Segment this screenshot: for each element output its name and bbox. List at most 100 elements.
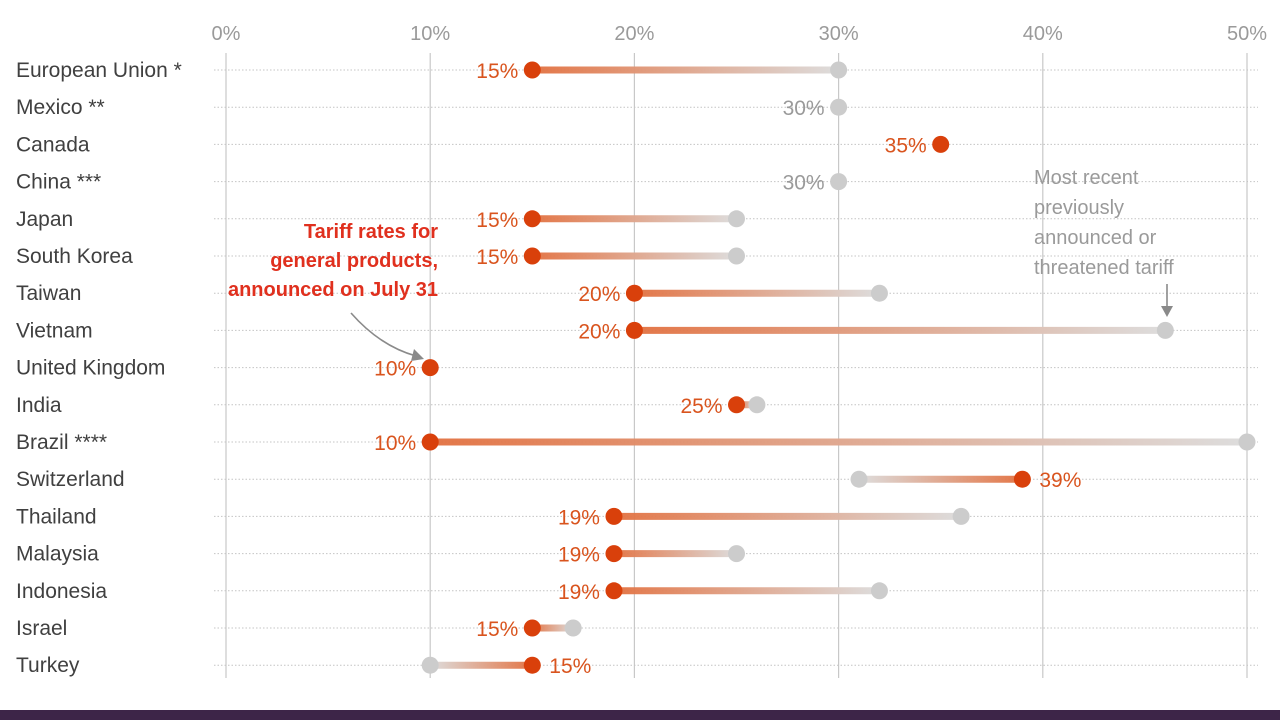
dumbbell-row: 20%	[578, 283, 888, 306]
new-rate-dot	[421, 359, 439, 377]
previous-rate-dot	[870, 582, 888, 600]
dumbbell-row: 10%	[374, 358, 439, 381]
dumbbell-row: 15%	[421, 655, 591, 678]
new-rate-dot	[523, 619, 541, 637]
previous-rate-dot	[421, 656, 439, 674]
x-tick-label: 10%	[410, 23, 450, 45]
dumbbell-row: 10%	[374, 432, 1256, 455]
annotation-prev-line-4: threatened tariff	[1034, 257, 1174, 279]
x-tick-label: 40%	[1023, 23, 1063, 45]
previous-rate-dot	[870, 284, 888, 302]
country-label: Turkey	[16, 654, 80, 677]
dumbbell-row: 15%	[476, 209, 745, 232]
new-rate-dot	[523, 247, 541, 265]
country-label: Indonesia	[16, 580, 107, 603]
country-label: South Korea	[16, 245, 133, 268]
new-rate-dot	[625, 284, 643, 302]
dumbbell-row: 15%	[476, 246, 745, 269]
new-rate-label: 10%	[374, 432, 416, 455]
annotation-prev-line-2: previously	[1034, 197, 1124, 219]
annotation-prev-line-3: announced or	[1034, 227, 1157, 249]
previous-rate-dot	[728, 247, 745, 265]
previous-rate-dot	[850, 470, 868, 488]
dumbbell-row: 25%	[680, 395, 766, 418]
new-rate-label: 15%	[476, 209, 518, 232]
new-rate-dot	[728, 396, 745, 414]
new-rate-label: 25%	[680, 395, 722, 418]
previous-rate-dot	[564, 619, 582, 637]
country-label: Israel	[16, 617, 67, 640]
new-rate-label: 19%	[558, 506, 600, 529]
annotation-new-line-1: Tariff rates for	[304, 221, 438, 243]
new-rate-dot	[1013, 470, 1031, 488]
annotation-new-line-3: announced on July 31	[228, 279, 438, 301]
previous-rate-label: 30%	[783, 172, 825, 195]
new-rate-dot	[605, 582, 623, 600]
new-rate-label: 15%	[476, 618, 518, 641]
dumbbell-row: 19%	[558, 581, 888, 604]
previous-rate-dot	[1238, 433, 1256, 451]
previous-rate-dot	[748, 396, 766, 414]
dumbbell-row: 20%	[578, 320, 1174, 343]
previous-rate-dot	[830, 61, 848, 79]
x-tick-label: 50%	[1227, 23, 1267, 45]
new-rate-label: 15%	[476, 60, 518, 83]
previous-rate-dot	[830, 98, 848, 116]
new-rate-dot	[625, 321, 643, 339]
annotation-previous-rate: Most recent previously announced or thre…	[1034, 167, 1174, 317]
country-labels: European Union * Mexico ** Canada China ***…	[16, 59, 182, 677]
row-guides	[214, 69, 1258, 666]
annotation-prev-line-1: Most recent	[1034, 167, 1139, 189]
annotation-prev-arrowhead	[1161, 306, 1173, 317]
dumbbell-row: 15%	[476, 60, 848, 83]
new-rate-label: 39%	[1039, 469, 1081, 492]
x-tick-label: 0%	[212, 23, 241, 45]
new-rate-dot	[605, 507, 623, 525]
dumbbell-row: 35%	[885, 134, 950, 157]
annotation-new-rate: Tariff rates for general products, annou…	[228, 221, 438, 361]
new-rate-dot	[523, 210, 541, 228]
dumbbell-row: 19%	[558, 506, 970, 529]
x-tick-label: 20%	[614, 23, 654, 45]
new-rate-label: 35%	[885, 134, 927, 157]
new-rate-dot	[523, 656, 541, 674]
new-rate-label: 15%	[549, 655, 591, 678]
new-rate-label: 20%	[578, 283, 620, 306]
country-label: European Union *	[16, 59, 182, 82]
footer-band	[0, 710, 1280, 720]
dumbbell-row: 15%	[476, 618, 582, 641]
vertical-gridlines	[225, 53, 1248, 678]
new-rate-dot	[605, 545, 623, 563]
country-label: Brazil ****	[16, 431, 107, 454]
dumbbell-row: 39%	[850, 469, 1081, 492]
new-rate-label: 19%	[558, 544, 600, 567]
new-rate-dot	[421, 433, 439, 451]
country-label: Switzerland	[16, 468, 125, 491]
country-label: India	[16, 394, 62, 417]
country-label: Mexico **	[16, 96, 105, 119]
previous-rate-label: 30%	[783, 97, 825, 120]
x-tick-labels: 0% 10% 20% 30% 40% 50%	[212, 23, 1268, 45]
new-rate-label: 15%	[476, 246, 518, 269]
new-rate-dot	[523, 61, 541, 79]
annotation-new-line-2: general products,	[270, 250, 438, 272]
x-tick-label: 30%	[819, 23, 859, 45]
country-label: Thailand	[16, 505, 97, 528]
annotation-new-arrow	[350, 312, 417, 357]
new-rate-label: 10%	[374, 358, 416, 381]
new-rate-label: 19%	[558, 581, 600, 604]
country-label: Malaysia	[16, 543, 99, 566]
country-label: China ***	[16, 171, 101, 194]
dumbbell-row: 30%	[783, 97, 848, 120]
country-label: Vietnam	[16, 319, 93, 342]
previous-rate-dot	[952, 507, 970, 525]
previous-rate-dot	[728, 545, 745, 563]
country-label: United Kingdom	[16, 357, 165, 380]
previous-rate-dot	[830, 173, 848, 191]
previous-rate-dot	[1156, 321, 1174, 339]
country-label: Canada	[16, 133, 90, 156]
dumbbells: 15% 30% 35% 30% 15% 15% 20% 20% 10% 25% 10% 39% 19% 1…	[374, 60, 1256, 678]
dumbbell-row: 19%	[558, 544, 745, 567]
country-label: Taiwan	[16, 282, 81, 305]
